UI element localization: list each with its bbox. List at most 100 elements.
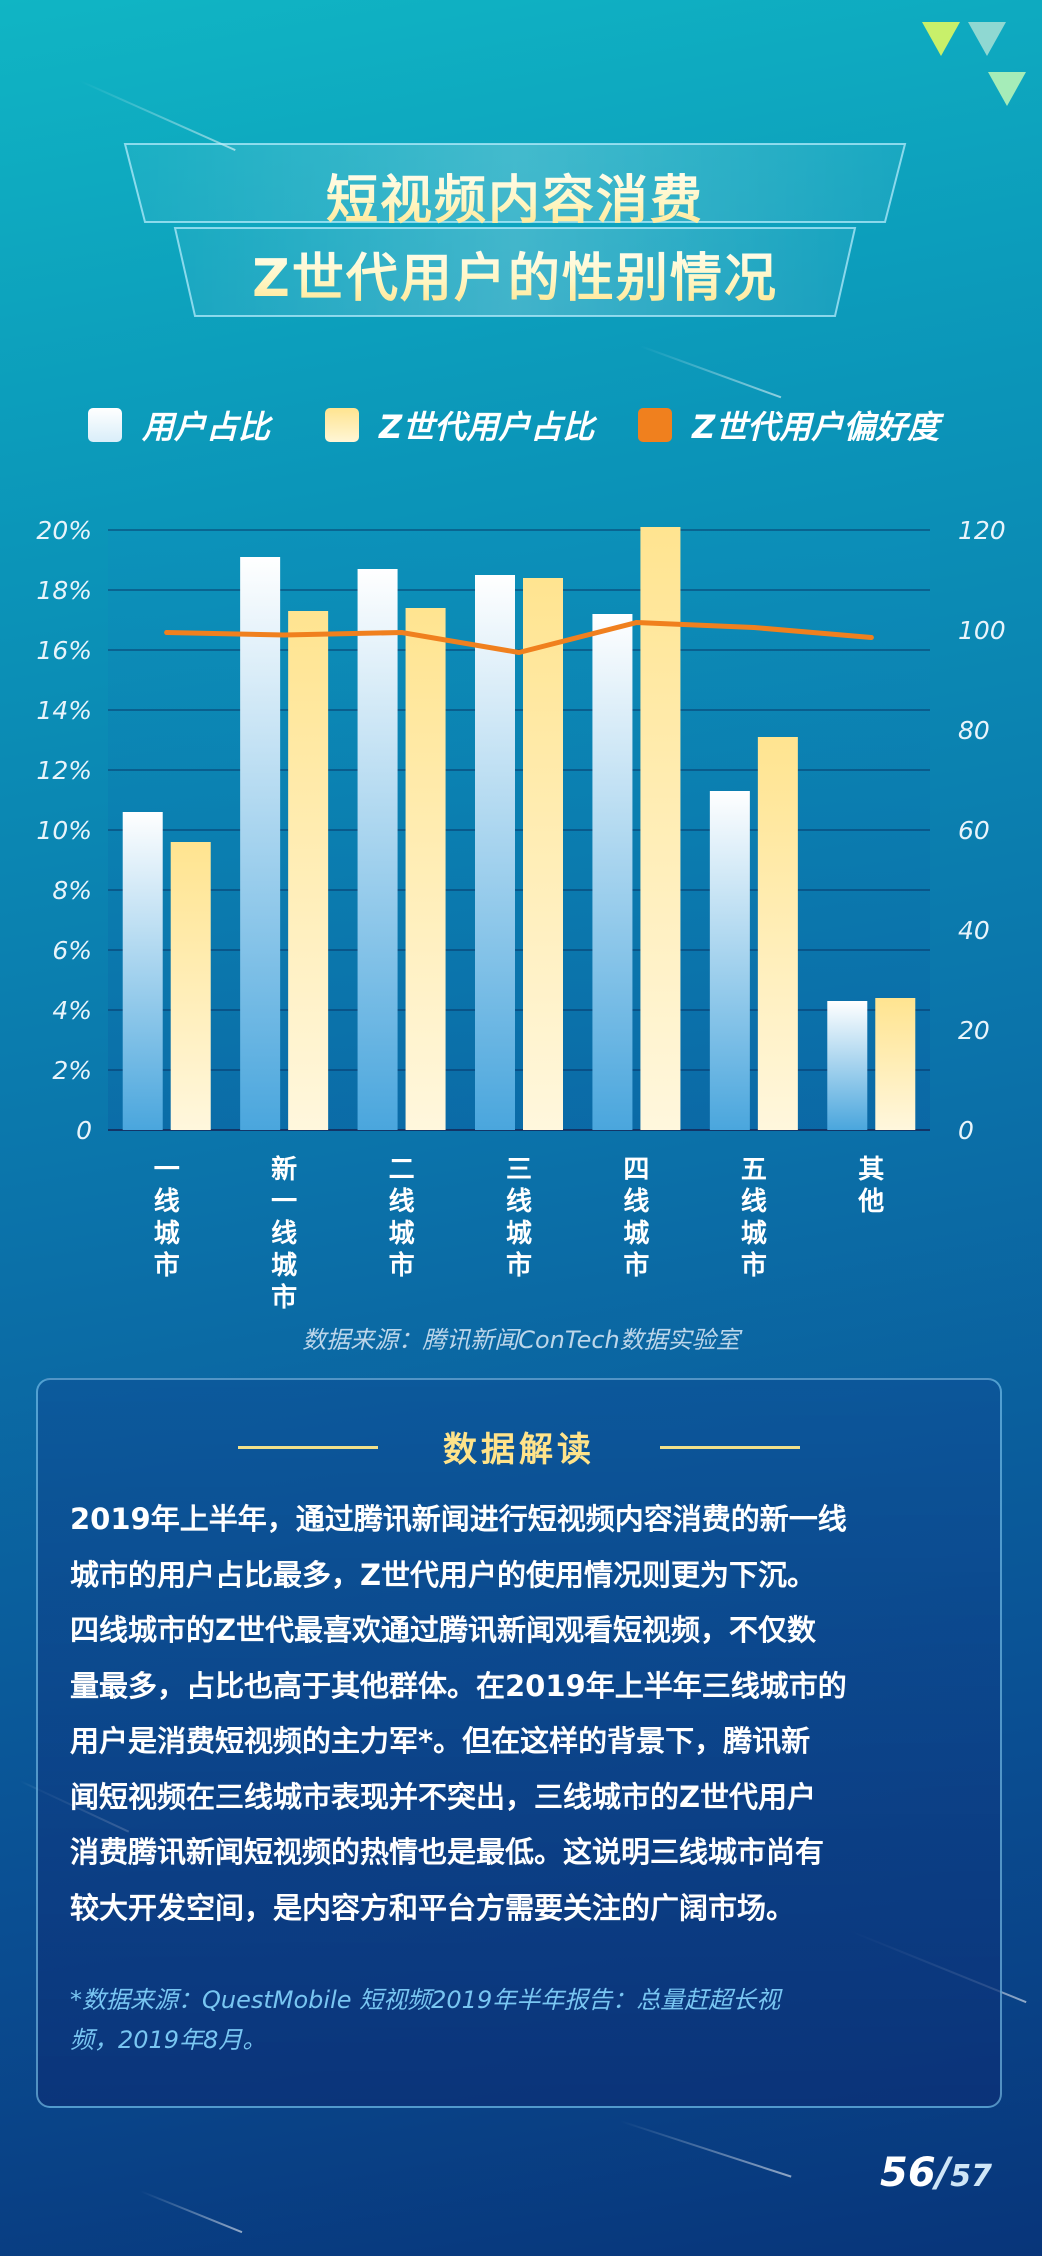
data-interpretation-panel: 数据解读 2019年上半年，通过腾讯新闻进行短视频内容消费的新一线 城市的用户占… <box>36 1378 1002 2108</box>
body-line: 量最多，占比也高于其他群体。在2019年上半年三线城市的 <box>70 1668 847 1703</box>
bar-user-share <box>240 557 281 1130</box>
category-label-char: 城 <box>741 1219 767 1249</box>
page-title-line-1: 短视频内容消费 <box>115 158 915 233</box>
body-line: 2019年上半年，通过腾讯新闻进行短视频内容消费的新一线 <box>70 1502 847 1536</box>
category-label-char: 二 <box>389 1155 415 1185</box>
bar-z-share <box>640 527 681 1130</box>
footnote-line: 频，2019年8月。 <box>70 2026 267 2054</box>
bar-line-chart: 0 2% 4% 6% 8% 10% 12% 14% 16% 18% 20% 0 20 40 60 80 100 1… <box>36 516 1006 1310</box>
chart-source-note: 数据来源：腾讯新闻ConTech数据实验室 <box>302 1326 740 1354</box>
legend-label: 用户占比 <box>142 408 271 446</box>
legend-label: Z世代用户偏好度 <box>692 408 940 446</box>
light-streak <box>139 2190 243 2234</box>
left-axis-tick-label: 18% <box>36 576 92 605</box>
right-axis-tick-label: 60 <box>958 816 990 845</box>
triangle-logo-icon <box>922 22 1026 106</box>
category-label-char: 城 <box>623 1219 649 1249</box>
light-streak <box>619 2120 792 2178</box>
legend-swatch-orange <box>638 408 672 442</box>
category-label-char: 一 <box>271 1187 297 1217</box>
chart-legend: 用户占比 Z世代用户占比 Z世代用户偏好度 <box>0 395 1042 455</box>
page-number: 56/57 <box>880 2150 1020 2196</box>
bar-user-share <box>827 1001 868 1130</box>
legend-swatch-white <box>88 408 122 442</box>
left-axis-tick-label: 14% <box>36 696 92 725</box>
left-axis-tick-label: 0 <box>76 1116 92 1145</box>
right-axis-tick-label: 100 <box>958 616 1006 645</box>
line-point <box>516 650 522 655</box>
left-axis-tick-label: 2% <box>52 1056 92 1085</box>
header-rule-left <box>238 1446 378 1449</box>
category-label-char: 三 <box>506 1155 532 1185</box>
right-axis-tick-label: 20 <box>958 1016 990 1045</box>
category-label-char: 市 <box>506 1250 532 1281</box>
panel-header: 数据解读 <box>38 1422 1000 1472</box>
bar-user-share <box>122 812 163 1130</box>
right-axis-tick-label: 0 <box>958 1116 974 1145</box>
page-title-line-2: Z世代用户的性别情况 <box>115 236 915 311</box>
bar-z-share <box>523 578 563 1130</box>
category-label-char: 线 <box>271 1219 297 1249</box>
category-label-char: 市 <box>623 1250 649 1281</box>
panel-heading: 数据解读 <box>443 1430 595 1470</box>
bar-user-share <box>475 575 515 1130</box>
line-point <box>751 625 757 630</box>
right-axis-tick-label: 120 <box>958 516 1006 545</box>
line-point <box>281 632 287 638</box>
legend-label: Z世代用户占比 <box>379 408 595 446</box>
bar-z-share <box>405 608 446 1130</box>
title-banner: 短视频内容消费 Z世代用户的性别情况 <box>115 140 915 325</box>
left-axis-tick-label: 16% <box>36 636 92 665</box>
bar-user-share <box>357 569 398 1130</box>
category-label-char: 市 <box>271 1282 297 1310</box>
legend-item-z-share: Z世代用户占比 <box>325 395 594 455</box>
left-axis-tick-label: 12% <box>36 756 92 785</box>
category-label-char: 市 <box>154 1250 180 1281</box>
legend-swatch-yellow <box>325 408 359 442</box>
page-total: 57 <box>950 2159 993 2194</box>
bar-z-share <box>757 737 798 1130</box>
header-rule-right <box>660 1446 800 1449</box>
body-line: 较大开发空间，是内容方和平台方需要关注的广阔市场。 <box>70 1890 796 1925</box>
bar-user-share <box>592 614 633 1130</box>
category-label-char: 线 <box>154 1187 180 1217</box>
category-label-char: 其 <box>858 1155 884 1185</box>
legend-item-user-share: 用户占比 <box>88 395 270 455</box>
category-label-char: 线 <box>389 1187 415 1217</box>
line-point <box>633 620 639 625</box>
category-label-char: 城 <box>389 1219 415 1249</box>
left-axis-tick-label: 8% <box>52 876 92 905</box>
left-axis-tick-label: 4% <box>52 996 92 1025</box>
line-point <box>868 635 874 640</box>
line-point <box>164 630 170 635</box>
legend-item-z-preference: Z世代用户偏好度 <box>638 395 939 455</box>
category-label-char: 市 <box>741 1250 767 1281</box>
page-current: 56 <box>880 2150 936 2196</box>
category-label-char: 四 <box>623 1155 649 1185</box>
light-streak <box>639 345 782 399</box>
bar-z-share <box>170 842 211 1130</box>
category-label-char: 城 <box>154 1219 180 1249</box>
category-label-char: 线 <box>623 1187 649 1217</box>
category-label-char: 新 <box>271 1154 297 1185</box>
right-axis-tick-label: 80 <box>958 716 990 745</box>
category-label-char: 他 <box>857 1187 884 1217</box>
line-point <box>399 630 405 635</box>
bar-z-share <box>875 998 916 1130</box>
body-line: 消费腾讯新闻短视频的热情也是最低。这说明三线城市尚有 <box>70 1835 825 1869</box>
body-line: 闻短视频在三线城市表现并不突出，三线城市的Z世代用户 <box>70 1779 817 1814</box>
body-line: 城市的用户占比最多，Z世代用户的使用情况则更为下沉。 <box>70 1557 817 1592</box>
category-label-char: 五 <box>741 1155 767 1185</box>
body-line: 四线城市的Z世代最喜欢通过腾讯新闻观看短视频，不仅数 <box>70 1613 817 1647</box>
category-label-char: 城 <box>506 1219 532 1249</box>
right-axis-tick-label: 40 <box>958 916 990 945</box>
body-line: 用户是消费短视频的主力军*。但在这样的背景下，腾讯新 <box>70 1724 811 1758</box>
panel-body: 2019年上半年，通过腾讯新闻进行短视频内容消费的新一线 城市的用户占比最多，Z… <box>70 1492 970 1936</box>
category-label-char: 市 <box>389 1250 415 1281</box>
left-axis-tick-label: 10% <box>36 816 92 845</box>
footnote-line: *数据来源：QuestMobile 短视频2019年半年报告：总量赶超长视 <box>70 1986 781 2014</box>
page-separator: / <box>935 2150 951 2196</box>
panel-footnote: *数据来源：QuestMobile 短视频2019年半年报告：总量赶超长视 频，… <box>70 1980 970 2060</box>
category-label-char: 城 <box>271 1251 297 1281</box>
category-label-char: 一 <box>154 1155 180 1185</box>
